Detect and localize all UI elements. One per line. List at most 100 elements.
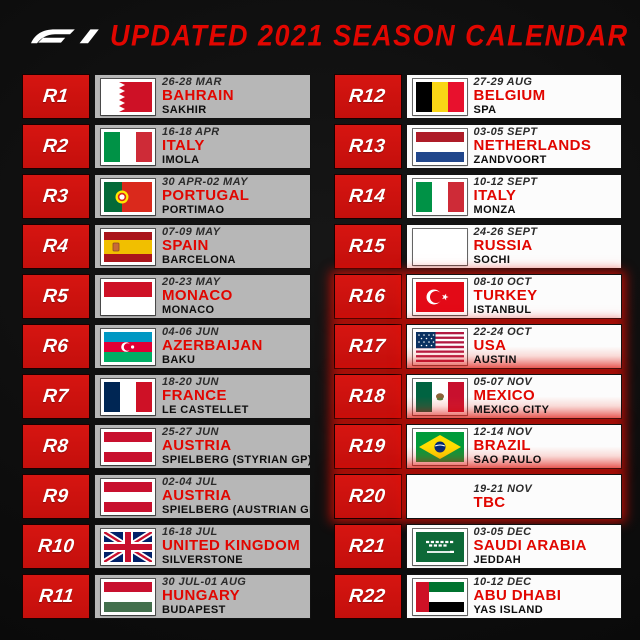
flag-belgium-icon [411, 77, 468, 116]
race-country: PORTUGAL [162, 187, 250, 204]
round-badge: R13 [333, 124, 402, 169]
race-date: 22-24 OCT [473, 326, 532, 338]
race-country: AUSTRIA [162, 487, 232, 504]
race-date: 10-12 SEPT [473, 176, 538, 188]
round-number: R16 [348, 285, 387, 307]
round-badge: R15 [333, 224, 402, 269]
race-text: 04-06 JUN AZERBAIJAN BAKU [162, 326, 263, 367]
race-country: USA [473, 337, 507, 354]
race-date: 16-18 APR [162, 126, 220, 138]
race-text: 03-05 SEPT NETHERLANDS ZANDVOORT [474, 126, 592, 167]
race-row-r16: R16 08-10 OCT TURKEY ISTANBUL [333, 274, 622, 319]
race-text: 20-23 MAY MONACO MONACO [162, 276, 233, 317]
race-date: 27-29 AUG [473, 76, 533, 88]
race-country: BAHRAIN [162, 87, 234, 104]
race-row-r19: R19 12-14 NOV BRAZIL SAO PAULO [333, 424, 622, 469]
race-location: SOCHI [473, 254, 511, 266]
calendar-column-left: R1 26-28 MAR BAHRAIN SAKHIR R2 16-18 APR… [22, 74, 311, 619]
flag-bahrain-icon [100, 77, 156, 116]
round-number: R1 [42, 85, 70, 107]
flag-brazil-icon [411, 427, 468, 466]
race-location: SAO PAULO [473, 454, 542, 466]
race-row-r8: R8 25-27 JUN AUSTRIA SPIELBERG (STYRIAN … [22, 424, 311, 469]
race-row-r12: R12 27-29 AUG BELGIUM SPA [333, 74, 622, 119]
round-badge: R17 [333, 324, 402, 369]
round-badge: R2 [22, 124, 90, 169]
flag-mexico-icon [411, 377, 468, 416]
race-text: 03-05 DEC SAUDI ARABIA JEDDAH [474, 526, 587, 567]
f1-logo-icon [28, 22, 100, 50]
race-row-r11: R11 30 JUL-01 AUG HUNGARY BUDAPEST [22, 574, 311, 619]
race-row-r7: R7 18-20 JUN FRANCE LE CASTELLET [22, 374, 311, 419]
race-text: 30 JUL-01 AUG HUNGARY BUDAPEST [162, 576, 246, 617]
flag-italy-icon [100, 127, 156, 166]
race-country: FRANCE [162, 387, 227, 404]
race-details: 10-12 SEPT ITALY MONZA [405, 174, 622, 219]
race-details: 22-24 OCT USA AUSTIN [405, 324, 622, 369]
race-date: 20-23 MAY [162, 276, 221, 288]
round-number: R5 [42, 285, 70, 307]
race-text: 30 APR-02 MAY PORTUGAL PORTIMAO [162, 176, 249, 217]
race-location: LE CASTELLET [162, 404, 249, 416]
race-date: 08-10 OCT [473, 276, 532, 288]
round-badge: R1 [22, 74, 90, 119]
race-row-r14: R14 10-12 SEPT ITALY MONZA [333, 174, 622, 219]
race-location: JEDDAH [473, 554, 522, 566]
race-details: 07-09 MAY SPAIN BARCELONA [94, 224, 311, 269]
race-date: 05-07 NOV [473, 376, 533, 388]
race-date: 03-05 SEPT [473, 126, 538, 138]
race-country: HUNGARY [162, 587, 241, 604]
race-location: YAS ISLAND [473, 604, 544, 616]
race-location: ISTANBUL [473, 304, 532, 316]
race-text: 10-12 SEPT ITALY MONZA [474, 176, 538, 217]
race-date: 02-04 JUL [162, 476, 218, 488]
race-country: ABU DHABI [473, 587, 562, 604]
race-date: 30 APR-02 MAY [162, 176, 248, 188]
race-row-r4: R4 07-09 MAY SPAIN BARCELONA [22, 224, 311, 269]
race-country: BELGIUM [473, 87, 546, 104]
race-location: MEXICO CITY [473, 404, 550, 416]
race-date: 04-06 JUN [162, 326, 219, 338]
race-details: 24-26 SEPT RUSSIA SOCHI [405, 224, 622, 269]
race-details: 03-05 DEC SAUDI ARABIA JEDDAH [405, 524, 622, 569]
race-details: 02-04 JUL AUSTRIA SPIELBERG (AUSTRIAN GP… [94, 474, 311, 519]
flag-usa-icon [411, 327, 468, 366]
race-row-r5: R5 20-23 MAY MONACO MONACO [22, 274, 311, 319]
race-date: 07-09 MAY [162, 226, 221, 238]
flag-uk-icon [100, 527, 156, 566]
race-details: 08-10 OCT TURKEY ISTANBUL [405, 274, 622, 319]
round-badge: R14 [333, 174, 402, 219]
flag-turkey-icon [411, 277, 468, 316]
race-row-r13: R13 03-05 SEPT NETHERLANDS ZANDVOORT [333, 124, 622, 169]
race-row-r2: R2 16-18 APR ITALY IMOLA [22, 124, 311, 169]
round-badge: R6 [22, 324, 90, 369]
round-number: R20 [348, 485, 387, 507]
flag-neutral-white-icon [411, 227, 468, 266]
race-row-r9: R9 02-04 JUL AUSTRIA SPIELBERG (AUSTRIAN… [22, 474, 311, 519]
race-details: 04-06 JUN AZERBAIJAN BAKU [94, 324, 311, 369]
race-country: BRAZIL [473, 437, 531, 454]
race-location: PORTIMAO [162, 204, 225, 216]
race-calendar: R1 26-28 MAR BAHRAIN SAKHIR R2 16-18 APR… [22, 74, 622, 619]
race-date: 26-28 MAR [162, 76, 222, 88]
race-row-r15: R15 24-26 SEPT RUSSIA SOCHI [333, 224, 622, 269]
race-country: NETHERLANDS [473, 137, 592, 154]
race-text: 18-20 JUN FRANCE LE CASTELLET [162, 376, 249, 417]
round-badge: R4 [22, 224, 90, 269]
race-location: BARCELONA [162, 254, 236, 266]
round-badge: R20 [333, 474, 402, 519]
round-badge: R11 [22, 574, 90, 619]
race-location: SPIELBERG (STYRIAN GP) [162, 454, 311, 466]
race-country: ITALY [473, 187, 517, 204]
race-details: 18-20 JUN FRANCE LE CASTELLET [94, 374, 311, 419]
round-badge: R8 [22, 424, 90, 469]
race-text: 27-29 AUG BELGIUM SPA [474, 76, 546, 117]
race-details: 26-28 MAR BAHRAIN SAKHIR [94, 74, 311, 119]
poster-title: UPDATED 2021 SEASON CALENDAR [110, 19, 629, 53]
race-text: 16-18 APR ITALY IMOLA [162, 126, 220, 167]
round-badge: R21 [333, 524, 402, 569]
round-number: R8 [42, 435, 70, 457]
race-details: 19-21 NOV TBC [405, 474, 622, 519]
race-country: AUSTRIA [162, 437, 232, 454]
race-location: SPIELBERG (AUSTRIAN GP) [162, 504, 311, 516]
